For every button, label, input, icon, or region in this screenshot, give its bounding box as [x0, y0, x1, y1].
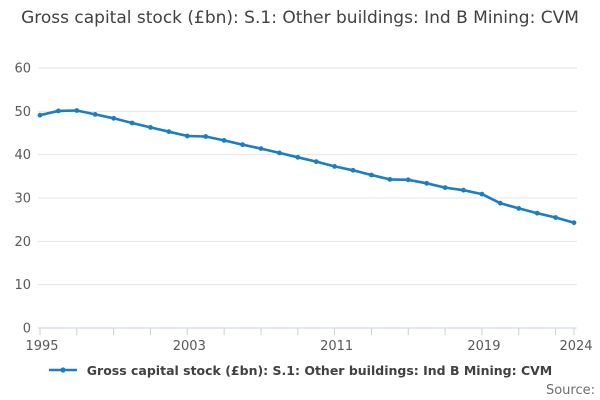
data-point	[277, 150, 282, 156]
data-point	[387, 177, 393, 182]
legend: Gross capital stock (£bn): S.1: Other bu…	[0, 361, 600, 379]
svg-text:2019: 2019	[467, 339, 500, 354]
svg-text:60: 60	[14, 62, 31, 77]
data-point	[166, 129, 172, 135]
data-point	[405, 177, 411, 183]
series-line	[37, 108, 577, 226]
svg-text:40: 40	[14, 148, 31, 163]
data-point	[221, 138, 227, 143]
data-point	[184, 133, 190, 139]
svg-text:20: 20	[14, 235, 31, 250]
data-point	[74, 108, 80, 113]
svg-text:2024: 2024	[559, 339, 592, 354]
data-point	[332, 164, 337, 169]
data-point	[461, 187, 466, 193]
data-point	[369, 172, 374, 178]
svg-text:2011: 2011	[320, 339, 353, 354]
data-point	[295, 154, 301, 160]
y-gridlines	[38, 67, 577, 329]
data-point	[148, 125, 153, 130]
data-point	[571, 220, 577, 226]
data-point	[424, 180, 430, 186]
x-axis	[38, 327, 576, 335]
data-point	[534, 210, 540, 216]
y-axis-labels: 0 10 20 30 40 50 60	[14, 62, 31, 337]
x-axis-labels: 1995 2003 2011 2019 2024	[25, 339, 592, 354]
svg-text:30: 30	[14, 192, 31, 207]
legend-line-marker-icon	[48, 367, 77, 373]
data-point	[516, 206, 522, 211]
data-point	[350, 167, 356, 173]
data-point	[258, 146, 264, 152]
data-point	[37, 112, 43, 118]
legend-item-label: Gross capital stock (£bn): S.1: Other bu…	[86, 362, 553, 378]
data-point	[442, 185, 448, 191]
chart-title-text: Gross capital stock (£bn): S.1: Other bu…	[21, 8, 579, 28]
data-point	[553, 215, 558, 220]
data-point	[111, 115, 117, 121]
line-chart-canvas: 0 10 20 30 40 50 60 1995 2003 2011 2019 2024	[14, 62, 592, 355]
data-point	[240, 142, 246, 148]
svg-text:0: 0	[23, 322, 31, 337]
data-point	[479, 191, 485, 197]
data-point	[203, 134, 209, 139]
svg-text:50: 50	[14, 105, 31, 120]
svg-text:2003: 2003	[173, 339, 206, 354]
chart-title: Gross capital stock (£bn): S.1: Other bu…	[0, 7, 600, 29]
data-point	[313, 159, 319, 165]
data-point	[92, 112, 98, 117]
data-point	[497, 200, 503, 206]
source-label: Source:	[545, 383, 595, 398]
data-point	[129, 120, 135, 126]
svg-text:10: 10	[14, 278, 31, 293]
data-point	[56, 108, 61, 114]
svg-text:1995: 1995	[25, 339, 58, 354]
